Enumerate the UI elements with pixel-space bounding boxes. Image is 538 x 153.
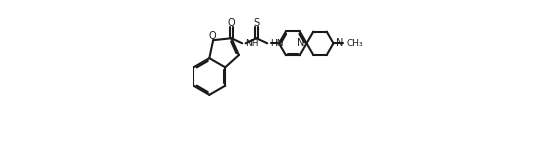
Text: NH: NH [245, 39, 258, 48]
Text: N: N [336, 38, 343, 48]
Text: CH₃: CH₃ [346, 39, 363, 48]
Text: S: S [253, 18, 259, 28]
Text: HN: HN [270, 39, 283, 48]
Text: O: O [209, 31, 216, 41]
Text: O: O [228, 18, 235, 28]
Text: N: N [297, 38, 305, 48]
